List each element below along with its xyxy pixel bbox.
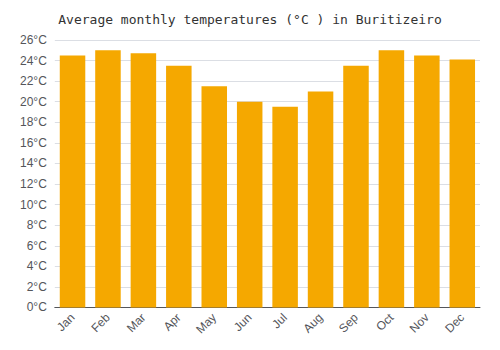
svg-text:Jan: Jan <box>54 311 78 335</box>
svg-text:Average monthly temperatures (: Average monthly temperatures (°C ) in Bu… <box>58 12 442 27</box>
svg-text:4°C: 4°C <box>27 259 47 273</box>
svg-text:26°C: 26°C <box>20 33 47 47</box>
svg-text:May: May <box>193 311 219 337</box>
svg-text:Dec: Dec <box>442 311 467 336</box>
svg-text:Nov: Nov <box>407 311 432 336</box>
svg-text:8°C: 8°C <box>27 218 47 232</box>
svg-text:18°C: 18°C <box>20 115 47 129</box>
svg-text:20°C: 20°C <box>20 95 47 109</box>
svg-text:Sep: Sep <box>336 310 361 335</box>
svg-text:Apr: Apr <box>161 311 184 334</box>
svg-text:2°C: 2°C <box>27 280 47 294</box>
svg-text:Aug: Aug <box>301 311 326 336</box>
svg-text:6°C: 6°C <box>27 239 47 253</box>
svg-text:14°C: 14°C <box>20 156 47 170</box>
svg-text:16°C: 16°C <box>20 136 47 150</box>
svg-text:Jul: Jul <box>269 311 290 332</box>
svg-text:0°C: 0°C <box>27 300 47 314</box>
svg-text:Jun: Jun <box>231 311 255 335</box>
svg-text:12°C: 12°C <box>20 177 47 191</box>
svg-text:Feb: Feb <box>88 310 113 335</box>
svg-text:Mar: Mar <box>124 311 149 335</box>
svg-text:24°C: 24°C <box>20 54 47 68</box>
svg-text:22°C: 22°C <box>20 74 47 88</box>
svg-text:Oct: Oct <box>373 310 397 334</box>
svg-text:10°C: 10°C <box>20 198 47 212</box>
